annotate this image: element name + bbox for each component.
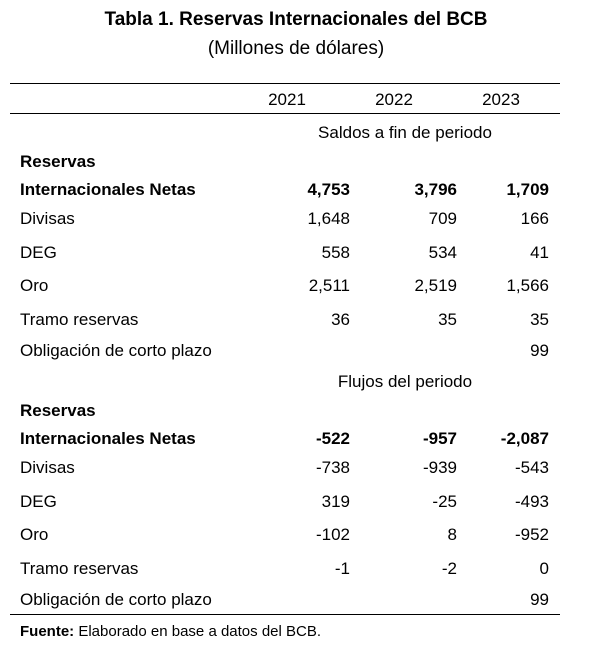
row-label: Oro [20, 276, 49, 295]
cell: -957 [422, 429, 457, 448]
row-label: Obligación de corto plazo [20, 590, 212, 609]
cell: -543 [514, 458, 549, 477]
subtitle: (Millones de dólares) [207, 38, 385, 59]
cell: 1,709 [506, 180, 549, 199]
row-label: Tramo reservas [20, 310, 139, 329]
bottom-rule [10, 614, 560, 615]
cell: 1,648 [307, 209, 350, 228]
cell: -738 [315, 458, 350, 477]
cell: -1 [334, 559, 350, 578]
cell: 2,519 [414, 276, 457, 295]
row-label: Reservas [20, 401, 96, 420]
cell: -939 [422, 458, 457, 477]
row-label: Obligación de corto plazo [20, 341, 212, 360]
section-label: Saldos a fin de periodo [318, 123, 492, 142]
cell: 36 [331, 310, 350, 329]
cell: -25 [432, 492, 457, 511]
footer-label: Fuente: [20, 623, 75, 640]
cell: -2,087 [500, 429, 549, 448]
column-header: 2022 [375, 90, 413, 109]
cell: 35 [530, 310, 549, 329]
cell: -102 [315, 525, 350, 544]
cell: 558 [321, 243, 350, 262]
row-label: Oro [20, 525, 49, 544]
row-label: Divisas [20, 458, 75, 477]
row-label: DEG [20, 243, 57, 262]
section-label: Flujos del periodo [337, 372, 473, 391]
cell: 1,566 [506, 276, 549, 295]
cell: 319 [321, 492, 350, 511]
column-header: 2023 [482, 90, 520, 109]
row-label: Divisas [20, 209, 75, 228]
cell: 709 [428, 209, 457, 228]
footer-text: Elaborado en base a datos del BCB. [78, 623, 322, 640]
cell: -2 [441, 559, 457, 578]
cell: -493 [514, 492, 549, 511]
cell: 41 [530, 243, 549, 262]
cell: 4,753 [307, 180, 350, 199]
row-label: Internacionales Netas [20, 429, 196, 448]
top-rule [10, 83, 560, 84]
cell: 8 [447, 525, 457, 544]
cell: 3,796 [414, 180, 457, 199]
footer: Fuente: Elaborado en base a datos del BC… [20, 622, 321, 642]
title: Tabla 1. Reservas Internacionales del BC… [104, 9, 488, 30]
cell: 166 [520, 209, 549, 228]
cell: -952 [514, 525, 549, 544]
cell: 2,511 [308, 276, 350, 295]
row-label: DEG [20, 492, 57, 511]
row-label: Reservas [20, 152, 96, 171]
cell: 99 [530, 590, 549, 609]
cell: 0 [539, 559, 549, 578]
cell: -522 [315, 429, 350, 448]
cell: 534 [428, 243, 457, 262]
cell: 99 [530, 341, 549, 360]
row-label: Internacionales Netas [20, 180, 196, 199]
header-rule [10, 113, 560, 114]
row-label: Tramo reservas [20, 559, 139, 578]
column-header: 2021 [268, 90, 306, 109]
cell: 35 [438, 310, 457, 329]
